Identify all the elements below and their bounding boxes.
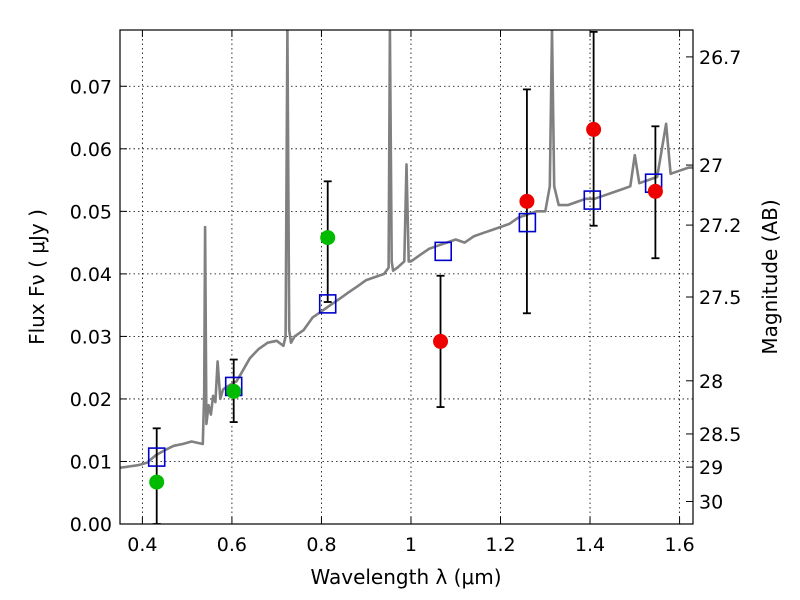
x-tick-label: 0.4 [127, 534, 157, 556]
y-tick-label: 0.03 [70, 326, 112, 348]
spectrum-line [120, 30, 693, 469]
y2-tick-label: 27.5 [699, 287, 741, 309]
red-point [433, 333, 449, 349]
green-point [320, 230, 336, 246]
y-tick-label: 0.05 [70, 201, 112, 223]
y-tick-label: 0.01 [70, 451, 112, 473]
x-axis-title: Wavelength λ (μm) [310, 565, 501, 589]
model-square [318, 294, 337, 314]
y-axis-title: Flux Fν ( μJy ) [25, 209, 49, 345]
y2-tick-label: 30 [699, 491, 723, 513]
x-tick-label: 1.6 [664, 534, 694, 556]
x-tick-label: 0.8 [306, 534, 336, 556]
red-point [586, 121, 602, 137]
y-tick-label: 0.04 [70, 264, 112, 286]
y2-tick-label: 28.5 [699, 424, 741, 446]
y2-tick-label: 27 [699, 155, 723, 177]
model-square [583, 190, 602, 210]
y2-tick-label: 27.2 [699, 215, 741, 237]
x-tick-label: 1.2 [485, 534, 515, 556]
red-point [647, 183, 663, 199]
red-point [519, 193, 535, 209]
green-point [226, 383, 242, 399]
model-square [434, 241, 453, 262]
y-tick-label: 0.07 [70, 76, 112, 98]
x-tick-label: 0.6 [217, 534, 247, 556]
y2-tick-label: 26.7 [699, 47, 741, 69]
y-tick-label: 0.00 [70, 514, 112, 536]
markers [147, 121, 663, 490]
model-square [518, 212, 537, 233]
ticks: 0.4 0.6 0.8 1 1.2 1.4 1.6 0.00 0.01 0.02 0.03 0.04 0… [70, 30, 741, 556]
y2-axis-title: Magnitude (AB) [758, 199, 782, 354]
model-square [147, 447, 166, 467]
x-tick-label: 1.4 [575, 534, 605, 556]
grid [120, 30, 693, 525]
x-tick-label: 1 [405, 534, 417, 556]
green-point [149, 474, 165, 490]
y2-tick-label: 28 [699, 371, 723, 393]
spectrum-layer [120, 30, 693, 469]
y-tick-label: 0.02 [70, 389, 112, 411]
y-tick-label: 0.06 [70, 139, 112, 161]
y2-tick-label: 29 [699, 457, 723, 479]
error-bars [152, 30, 660, 524]
plot-frame [119, 29, 694, 525]
